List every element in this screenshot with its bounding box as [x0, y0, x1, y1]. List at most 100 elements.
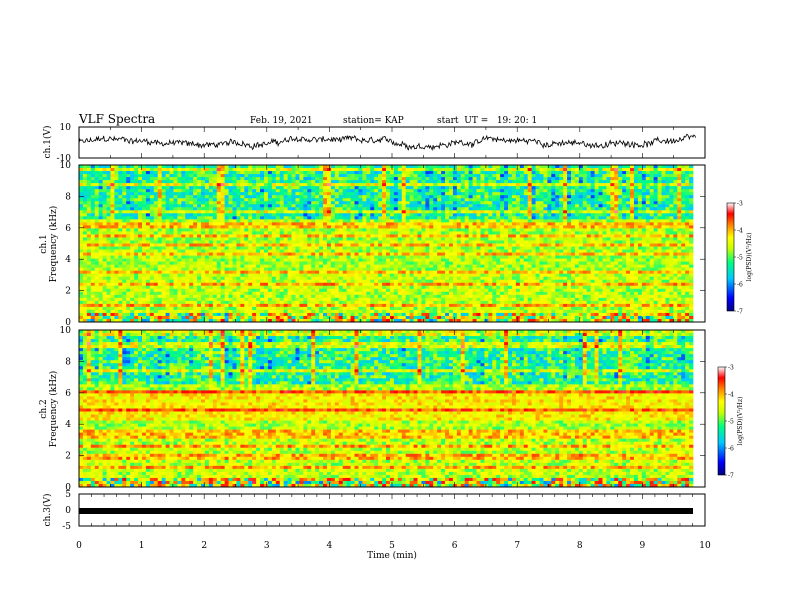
spectrogram-cell	[594, 201, 599, 205]
spectrogram-cell	[594, 189, 599, 193]
spectrogram-cell	[468, 219, 473, 223]
spectrogram-cell	[110, 240, 115, 244]
spectrogram-cell	[523, 183, 529, 187]
spectrogram-cell	[429, 198, 434, 202]
spectrogram-cell	[500, 231, 505, 235]
spectrogram-cell	[208, 210, 214, 214]
spectrogram-cell	[98, 189, 103, 193]
spectrogram-cell	[126, 171, 131, 175]
spectrogram-cell	[279, 168, 285, 172]
spectrogram-cell	[295, 243, 300, 247]
spectrogram-cell	[614, 174, 619, 178]
spectrogram-cell	[354, 249, 359, 253]
spectrogram-cell	[86, 177, 92, 181]
spectrogram-cell	[106, 246, 111, 250]
spectrogram-cell	[401, 228, 407, 232]
spectrogram-cell	[106, 195, 111, 199]
spectrogram-cell	[452, 237, 458, 241]
spectrogram-cell	[220, 255, 225, 259]
spectrogram-cell	[114, 183, 119, 187]
spectrogram-cell	[645, 201, 651, 205]
spectrogram-cell	[594, 210, 599, 214]
spectrogram-cell	[610, 198, 615, 202]
spectrogram-cell	[244, 240, 249, 244]
spectrogram-cell	[110, 195, 115, 199]
spectrogram-cell	[586, 183, 592, 187]
spectrogram-cell	[319, 168, 324, 172]
spectrogram-cell	[307, 222, 312, 226]
spectrogram-cell	[224, 231, 229, 235]
spectrogram-cell	[614, 195, 619, 199]
spectrogram-cell	[527, 192, 532, 196]
spectrogram-cell	[618, 216, 623, 220]
spectrogram-cell	[354, 195, 359, 199]
spectrogram-cell	[504, 252, 509, 256]
spectrogram-cell	[79, 219, 84, 223]
spectrogram-cell	[669, 198, 674, 202]
spectrogram-cell	[330, 228, 336, 232]
spectrogram-cell	[106, 240, 111, 244]
spectrogram-cell	[79, 174, 84, 178]
spectrogram-cell	[212, 207, 218, 211]
spectrogram-cell	[413, 249, 418, 253]
spectrogram-cell	[165, 219, 170, 223]
spectrogram-cell	[173, 255, 178, 259]
spectrogram-cell	[98, 219, 103, 223]
spectrogram-cell	[441, 210, 446, 214]
spectrogram-cell	[433, 186, 438, 190]
spectrogram-cell	[590, 189, 595, 193]
spectrogram-cell	[421, 201, 426, 205]
spectrogram-cell	[256, 210, 261, 214]
spectrogram-cell	[236, 237, 241, 241]
spectrogram-cell	[657, 252, 662, 256]
spectrogram-cell	[626, 231, 631, 235]
spectrogram-cell	[570, 213, 576, 217]
spectrogram-cell	[82, 207, 88, 211]
spectrogram-cell	[283, 174, 288, 178]
spectrogram-cell	[685, 252, 690, 256]
spectrogram-cell	[401, 180, 407, 184]
spectrogram-cell	[437, 183, 442, 187]
spectrogram-cell	[90, 222, 96, 226]
spectrogram-cell	[173, 189, 178, 193]
spectrogram-cell	[358, 246, 363, 250]
spectrogram-cell	[342, 213, 347, 217]
spectrogram-cell	[405, 165, 410, 169]
spectrogram-cell	[464, 240, 470, 244]
spectrogram-cell	[149, 231, 155, 235]
spectrogram-cell	[527, 210, 532, 214]
spectrogram-cell	[118, 258, 123, 262]
spectrogram-cell	[378, 201, 383, 205]
spectrogram-cell	[86, 249, 92, 253]
spectrogram-cell	[161, 207, 166, 211]
spectrogram-cell	[689, 222, 694, 226]
spectrogram-cell	[681, 198, 686, 202]
spectrogram-cell	[409, 231, 414, 235]
spectrogram-cell	[574, 183, 580, 187]
spectrogram-cell	[118, 183, 123, 187]
spectrogram-cell	[464, 219, 470, 223]
spectrogram-cell	[657, 216, 662, 220]
spectrogram-cell	[618, 225, 623, 229]
spectrogram-cell	[653, 237, 658, 241]
spectrogram-cell	[570, 222, 576, 226]
spectrogram-cell	[153, 234, 159, 238]
spectrogram-cell	[303, 222, 308, 226]
spectrogram-cell	[338, 258, 344, 262]
spectrogram-cell	[157, 237, 163, 241]
spectrogram-cell	[350, 180, 355, 184]
spectrogram-cell	[362, 198, 367, 202]
spectrogram-cell	[138, 219, 143, 223]
spectrogram-cell	[637, 237, 643, 241]
spectrogram-cell	[138, 201, 143, 205]
spectrogram-cell	[421, 168, 426, 172]
spectrogram-cell	[299, 180, 304, 184]
spectrogram-cell	[598, 246, 603, 250]
spectrogram-cell	[397, 234, 403, 238]
spectrogram-cell	[598, 240, 603, 244]
spectrogram-cell	[307, 240, 312, 244]
spectrogram-cell	[586, 222, 592, 226]
spectrogram-cell	[637, 192, 643, 196]
spectrogram-cell	[397, 258, 403, 262]
spectrogram-cell	[271, 165, 277, 169]
